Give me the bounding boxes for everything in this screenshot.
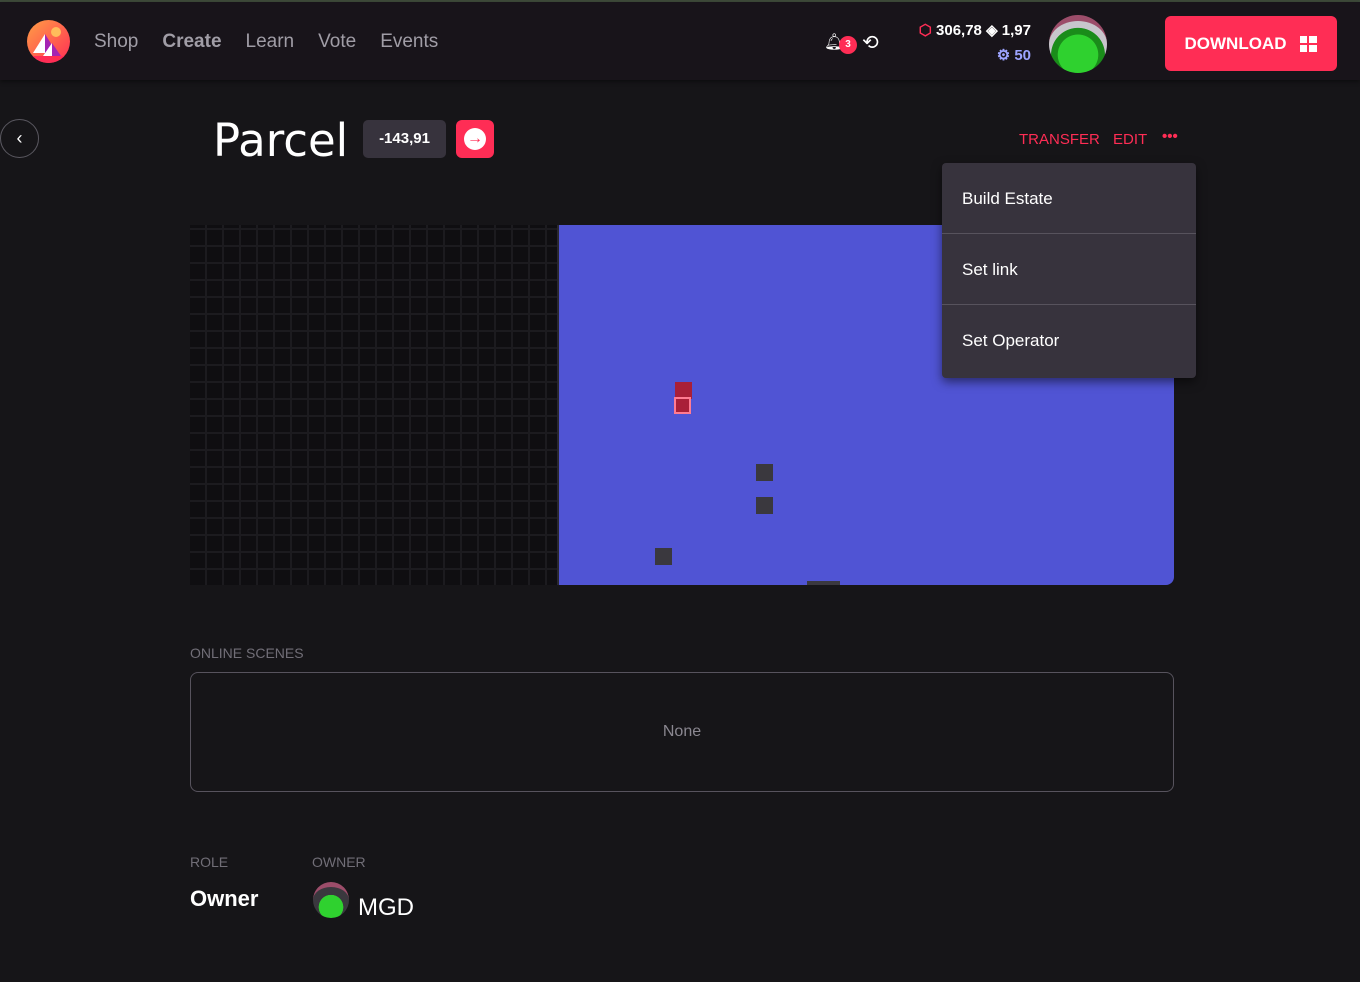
- owner-name[interactable]: MGD: [358, 894, 414, 921]
- nav-learn[interactable]: Learn: [245, 31, 295, 52]
- owner-avatar[interactable]: [313, 882, 349, 918]
- notification-count: 3: [839, 36, 857, 54]
- parcel-map[interactable]: [190, 225, 1174, 585]
- menu-set-link[interactable]: Set link: [942, 234, 1196, 305]
- download-label: DOWNLOAD: [1184, 33, 1287, 53]
- role-value: Owner: [190, 886, 259, 911]
- points-balance: 50: [1014, 47, 1031, 64]
- online-scenes-box: None: [190, 672, 1174, 792]
- decentraland-logo[interactable]: [27, 20, 70, 63]
- edit-button[interactable]: EDIT: [1113, 131, 1148, 148]
- map-parcel[interactable]: [807, 581, 840, 585]
- mana-balance: 306,78: [936, 22, 982, 39]
- menu-build-estate[interactable]: Build Estate: [942, 163, 1196, 234]
- download-button[interactable]: DOWNLOAD: [1165, 16, 1337, 71]
- main-nav: Shop Create Learn Vote Events: [94, 31, 438, 53]
- coords-badge: -143,91: [363, 120, 446, 158]
- map-selected-parcel[interactable]: [674, 397, 691, 414]
- nav-shop[interactable]: Shop: [94, 31, 139, 52]
- mana-icon: ⬡: [918, 22, 932, 39]
- back-button[interactable]: ‹: [0, 119, 39, 158]
- jump-in-button[interactable]: →: [456, 120, 494, 158]
- points-icon: ⚙: [996, 47, 1011, 64]
- options-dropdown: Build Estate Set link Set Operator: [942, 163, 1196, 378]
- map-parcel[interactable]: [675, 382, 692, 399]
- transfer-button[interactable]: TRANSFER: [1019, 131, 1100, 148]
- map-parcel[interactable]: [655, 548, 672, 565]
- eth-icon: ◈: [986, 22, 998, 39]
- nav-create[interactable]: Create: [162, 31, 222, 52]
- top-navbar: Shop Create Learn Vote Events 🔔︎ 3 ⟲ ⬡ 3…: [0, 2, 1360, 80]
- balances: ⬡ 306,78 ◈ 1,97 ⚙ 50: [913, 21, 1031, 64]
- window-edge: [0, 0, 1360, 2]
- map-parcel[interactable]: [756, 464, 773, 481]
- online-scenes-label: ONLINE SCENES: [190, 645, 304, 661]
- page-title: Parcel: [213, 114, 349, 167]
- role-label: ROLE: [190, 854, 229, 870]
- owner-label: OWNER: [312, 854, 366, 870]
- eth-balance: 1,97: [1001, 22, 1031, 39]
- more-options-icon[interactable]: •••: [1162, 128, 1178, 145]
- nav-vote[interactable]: Vote: [318, 31, 357, 52]
- history-icon[interactable]: ⟲: [862, 32, 879, 54]
- user-avatar[interactable]: [1049, 15, 1107, 73]
- nav-events[interactable]: Events: [380, 31, 439, 52]
- windows-icon: [1300, 35, 1318, 52]
- map-parcel[interactable]: [756, 497, 773, 514]
- arrow-right-icon: →: [464, 128, 486, 150]
- chevron-left-icon: ‹: [16, 128, 23, 148]
- map-unowned-area: [190, 225, 557, 585]
- scenes-empty: None: [662, 723, 702, 740]
- menu-set-operator[interactable]: Set Operator: [962, 331, 1060, 350]
